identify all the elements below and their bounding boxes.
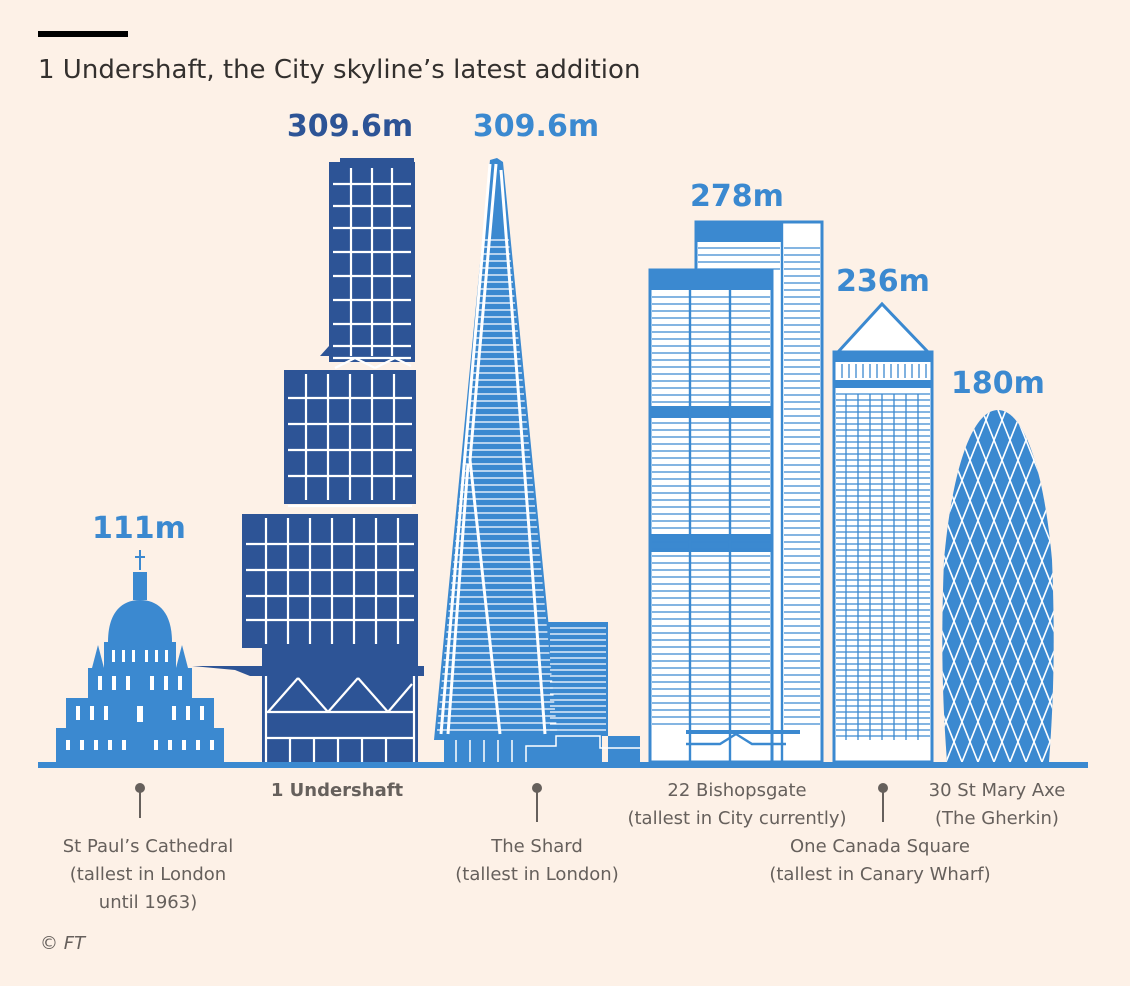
ground-line <box>38 762 1088 768</box>
name-gherkin-line-2: (The Gherkin) <box>935 808 1059 829</box>
name-undershaft: 1 Undershaft <box>271 780 404 801</box>
facade-line <box>942 410 1027 762</box>
height-label-bishopsgate: 278m <box>690 179 784 214</box>
facade-line <box>942 410 1011 762</box>
facade-line <box>1110 410 1130 762</box>
facade-line <box>942 410 1043 762</box>
facade-line <box>1078 410 1130 762</box>
chart-title: 1 Undershaft, the City skyline’s latest … <box>38 55 640 85</box>
facade-line <box>1045 410 1054 762</box>
name-canada: One Canada Square (tallest in Canary Wha… <box>769 836 990 885</box>
facade-line <box>1009 410 1054 762</box>
name-shard-line-1: The Shard <box>490 836 583 857</box>
undershaft-building <box>192 158 424 762</box>
name-stpauls: St Paul’s Cathedral (tallest in London u… <box>63 836 234 913</box>
name-bishopsgate: 22 Bishopsgate (tallest in City currentl… <box>627 780 846 829</box>
bishopsgate-bands <box>650 222 800 734</box>
name-gherkin-line-1: 30 St Mary Axe <box>929 780 1066 801</box>
label-pin-shard <box>532 783 542 822</box>
bishopsgate-building <box>648 220 824 764</box>
facade-line <box>1058 410 1130 762</box>
name-stpauls-line-1: St Paul’s Cathedral <box>63 836 234 857</box>
shard-base-lines <box>455 735 640 762</box>
shard-facets <box>439 163 547 735</box>
height-label-stpauls: 111m <box>92 511 186 546</box>
facade-line <box>961 410 1054 762</box>
name-stpauls-line-3: until 1963) <box>99 892 197 913</box>
facade-line <box>949 410 1054 762</box>
facade-line <box>945 410 1054 762</box>
name-bishopsgate-line-2: (tallest in City currently) <box>627 808 846 829</box>
height-label-canada: 236m <box>836 264 930 299</box>
height-label-gherkin: 180m <box>951 366 1045 401</box>
facade-line <box>1074 410 1130 762</box>
facade-line <box>1122 410 1130 762</box>
bishopsgate-floor-lines <box>652 247 820 725</box>
facade-line <box>942 410 995 762</box>
facade-line <box>942 410 1054 762</box>
top-rule <box>38 31 128 37</box>
height-label-undershaft: 309.6m <box>287 109 413 144</box>
name-canada-line-1: One Canada Square <box>790 836 970 857</box>
name-shard-line-2: (tallest in London) <box>455 864 618 885</box>
label-pin-stpauls <box>135 783 145 818</box>
bishopsgate-mullions <box>686 222 786 762</box>
facade-line <box>997 410 1054 762</box>
height-label-shard: 309.6m <box>473 109 599 144</box>
label-pin-canada <box>878 783 888 822</box>
facade-line <box>1094 410 1130 762</box>
name-bishopsgate-line-1: 22 Bishopsgate <box>667 780 806 801</box>
facade-line <box>942 410 1023 762</box>
facade-line <box>1062 410 1130 762</box>
shard-annex-lines <box>550 627 606 731</box>
facade-line <box>1126 410 1130 762</box>
name-canada-line-2: (tallest in Canary Wharf) <box>769 864 990 885</box>
facade-line <box>981 410 1054 762</box>
facade-line <box>942 410 1007 762</box>
facade-line <box>942 410 1039 762</box>
facade-line <box>1106 410 1130 762</box>
facade-line <box>942 410 991 762</box>
facade-line <box>942 410 979 762</box>
name-stpauls-line-2: (tallest in London <box>70 864 226 885</box>
name-gherkin: 30 St Mary Axe (The Gherkin) <box>929 780 1066 829</box>
facade-line <box>965 410 1054 762</box>
canada-facade-lines <box>836 364 930 740</box>
stpauls-windows <box>66 650 214 750</box>
facade-line <box>993 410 1054 762</box>
facade-line <box>1025 410 1054 762</box>
stpauls-building <box>56 550 224 762</box>
facade-line <box>942 410 1054 762</box>
facade-line <box>1090 410 1130 762</box>
gherkin-building <box>942 410 1130 762</box>
facade-line <box>977 410 1054 762</box>
undershaft-window-grid <box>246 168 416 762</box>
facade-line <box>1041 410 1054 762</box>
name-shard: The Shard (tallest in London) <box>455 836 618 885</box>
credit: © FT <box>40 933 87 954</box>
